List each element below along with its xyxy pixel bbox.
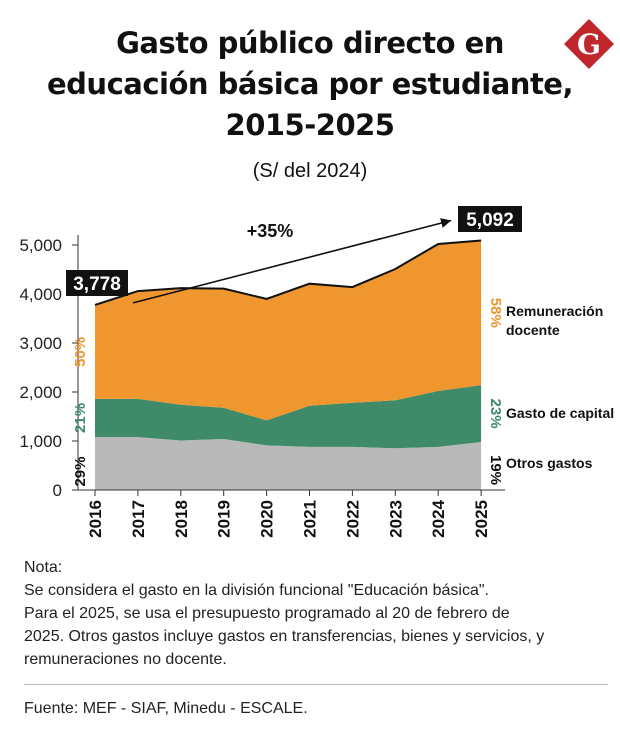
logo-letter: G (577, 28, 601, 61)
series-label-otros-gastos: Otros gastos (506, 455, 593, 471)
share-remuneracion-end: 58% (487, 298, 504, 328)
total-line (94, 239, 482, 306)
stacked-area-chart: 0 1,000 2,000 3,000 4,000 5,000 2016 2017 2018 20… (19, 206, 614, 538)
end-total-label: 5,092 (466, 210, 514, 231)
y-tick-label: 0 (53, 481, 62, 500)
x-tick-label: 2025 (472, 500, 491, 538)
series-label-remuneracion: Remuneración docente (506, 303, 603, 338)
growth-arrow (132, 219, 452, 304)
share-otros-end: 19% (487, 455, 504, 485)
area-otros-gastos (95, 437, 482, 490)
chart-subtitle: (S/ del 2024) (252, 160, 368, 182)
x-tick-label: 2022 (343, 500, 362, 538)
brand-logo: G (563, 18, 615, 70)
x-tick-label: 2017 (129, 500, 148, 538)
notes-line: remuneraciones no docente. (24, 651, 227, 668)
divider (24, 684, 608, 685)
chart-title-line-2: educación básica por estudiante, (47, 67, 574, 101)
growth-arrowhead (440, 218, 452, 228)
share-remuneracion-start: 50% (72, 337, 89, 367)
x-tick-label: 2018 (172, 500, 191, 538)
x-tick-label: 2021 (301, 500, 320, 538)
x-tick-label: 2016 (86, 500, 105, 538)
y-tick-label: 3,000 (19, 334, 62, 353)
series-label-gasto-capital: Gasto de capital (506, 405, 614, 421)
x-tick-label: 2020 (258, 500, 277, 538)
x-tick-label: 2023 (386, 500, 405, 538)
x-tick-label: 2019 (215, 500, 234, 538)
notes-line: Se considera el gasto en la división fun… (24, 582, 489, 599)
series-label-remuneracion-line1: Remuneración (506, 303, 603, 319)
series-label-remuneracion-line2: docente (506, 322, 560, 338)
share-capital-end: 23% (487, 399, 504, 429)
notes-block: Nota: Se considera el gasto en la divisi… (24, 556, 609, 671)
start-total-label: 3,778 (73, 274, 121, 295)
share-capital-start: 21% (72, 403, 89, 433)
end-total-label-box (458, 206, 522, 232)
notes-line: Para el 2025, se usa el presupuesto prog… (24, 605, 510, 622)
y-tick-label: 2,000 (19, 383, 62, 402)
chart-title-line-3: 2015-2025 (225, 108, 395, 142)
growth-label: +35% (247, 221, 294, 241)
logo-diamond (564, 19, 614, 69)
area-gasto-capital (95, 385, 482, 449)
y-tick-label: 4,000 (19, 285, 62, 304)
x-tick-label: 2024 (429, 499, 448, 537)
notes-line: 2025. Otros gastos incluye gastos en tra… (24, 628, 545, 645)
start-total-label-box (66, 270, 128, 296)
share-otros-start: 29% (72, 457, 89, 487)
area-remuneracion-docente (95, 240, 482, 421)
y-tick-label: 5,000 (19, 236, 62, 255)
source-text: Fuente: MEF - SIAF, Minedu - ESCALE. (24, 700, 308, 717)
notes-heading: Nota: (24, 559, 63, 576)
chart-title-line-1: Gasto público directo en (116, 26, 504, 60)
y-tick-label: 1,000 (19, 432, 62, 451)
